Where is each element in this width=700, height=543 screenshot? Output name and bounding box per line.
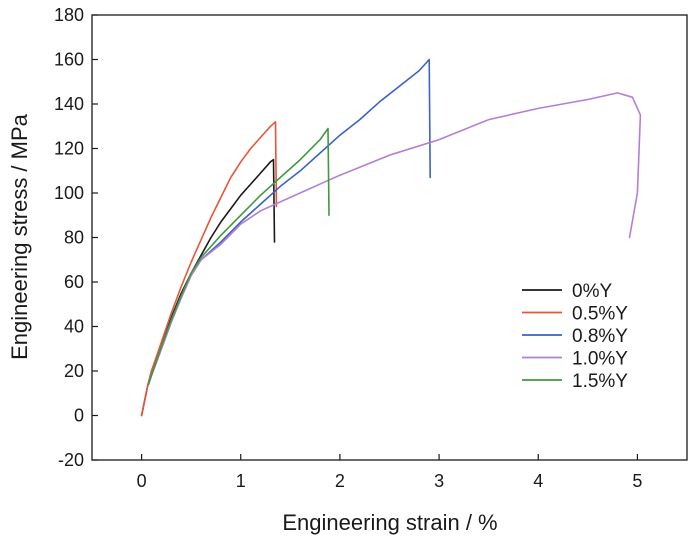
y-tick-label: 0 (74, 406, 84, 426)
series-line-0 (140, 158, 276, 417)
x-tick-label: 3 (434, 471, 444, 491)
y-tick-label: -20 (58, 450, 84, 470)
legend: 0%Y0.5%Y0.8%Y1.0%Y1.5%Y (522, 281, 628, 392)
series-lines (140, 58, 642, 417)
legend-label-1: 0.5%Y (572, 304, 628, 325)
series-line-4 (147, 127, 330, 386)
legend-label-3: 1.0%Y (572, 349, 628, 370)
series-line-3 (147, 92, 642, 386)
x-tick-label: 2 (335, 471, 345, 491)
legend-label-2: 0.8%Y (572, 326, 628, 347)
y-tick-label: 80 (64, 228, 84, 248)
y-tick-label: 160 (54, 50, 84, 70)
x-tick-label: 5 (632, 471, 642, 491)
y-tick-label: 140 (54, 94, 84, 114)
x-tick-label: 4 (533, 471, 543, 491)
x-tick-label: 1 (236, 471, 246, 491)
series-line-2 (147, 58, 432, 386)
axis-ticks: 0 1 2 3 4 5 -20 0 20 40 60 80 100 120 140 160 180 (54, 5, 642, 491)
x-tick-label: 0 (137, 471, 147, 491)
y-axis-title: Engineering stress / MPa (7, 113, 32, 360)
y-tick-label: 120 (54, 139, 84, 159)
y-tick-label: 60 (64, 272, 84, 292)
series-line-1 (140, 121, 278, 417)
x-axis-title: Engineering strain / % (282, 510, 497, 535)
plot-frame (91, 14, 688, 461)
y-tick-label: 20 (64, 361, 84, 381)
legend-label-0: 0%Y (572, 281, 612, 302)
y-tick-label: 100 (54, 183, 84, 203)
y-tick-label: 40 (64, 317, 84, 337)
y-tick-label: 180 (54, 5, 84, 25)
legend-label-4: 1.5%Y (572, 371, 628, 392)
